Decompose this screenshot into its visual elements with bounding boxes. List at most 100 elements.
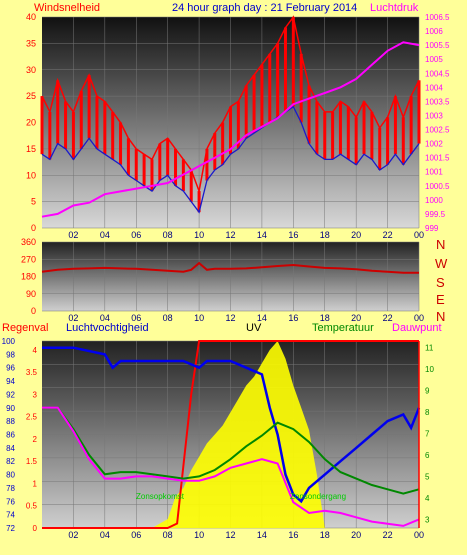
wind-y-tick-label: 15	[26, 144, 36, 154]
x-tick-label: 10	[194, 313, 204, 323]
pressure-y-tick-label: 999.5	[425, 210, 446, 219]
panel3-series	[42, 340, 421, 529]
dewpoint-line	[42, 406, 420, 527]
rain-y-tick-label: 3.5	[26, 368, 38, 377]
x-tick-label: 12	[225, 313, 235, 323]
rain-y-tick-label: 2.5	[26, 413, 38, 422]
x-tick-label: 06	[131, 230, 141, 240]
direction-y-tick-label: 0	[31, 306, 36, 316]
pressure-y-tick-label: 1004	[425, 83, 443, 92]
pressure-y-tick-label: 1001.5	[425, 154, 450, 163]
x-tick-label: 14	[257, 230, 267, 240]
wind-y-tick-label: 40	[26, 12, 36, 22]
direction-y-tick-label: 180	[21, 272, 36, 282]
temperature-y-tick-label: 7	[425, 429, 430, 438]
humidity-y-tick-label: 88	[6, 417, 15, 426]
humidity-y-tick-label: 86	[6, 431, 15, 440]
rain-title: Regenval	[2, 322, 48, 334]
wind-pressure-panel: 02 04 06 08 10 12 14 16 18 20 22 000510152025303540…	[26, 12, 450, 240]
panel2-series	[41, 261, 419, 274]
temperature-y-tick-label: 5	[425, 472, 430, 481]
wind-y-tick-label: 10	[26, 170, 36, 180]
x-tick-label: 20	[351, 530, 361, 540]
wind-y-tick-label: 30	[26, 65, 36, 75]
dewpoint-title: Dauwpunt	[392, 322, 442, 334]
x-tick-label: 10	[194, 530, 204, 540]
direction-y-tick-label: 270	[21, 254, 36, 264]
humidity-y-tick-label: 76	[6, 497, 15, 506]
pressure-y-tick-label: 1000.5	[425, 182, 450, 191]
gust-line	[41, 15, 420, 194]
direction-line	[41, 261, 419, 274]
direction-y-tick-label: 360	[21, 237, 36, 247]
x-tick-label: 08	[163, 230, 173, 240]
pressure-y-tick-label: 999	[425, 224, 439, 233]
humidity-y-tick-label: 98	[6, 350, 15, 359]
humidity-y-tick-label: 96	[6, 364, 15, 373]
humidity-y-tick-label: 82	[6, 457, 15, 466]
wind-y-tick-label: 25	[26, 91, 36, 101]
humidity-y-tick-label: 100	[2, 337, 16, 346]
x-tick-label: 04	[100, 530, 110, 540]
x-tick-label: 00	[414, 230, 424, 240]
temperature-line	[42, 406, 420, 495]
x-tick-label: 10	[194, 230, 204, 240]
temperature-y-tick-label: 3	[425, 515, 430, 524]
pressure-y-tick-label: 1006.5	[425, 13, 450, 22]
panel3-ticks: 02 04 06 08 10 12 14 16 18 20 22 0000.511.522.533.5…	[2, 337, 435, 540]
x-tick-label: 02	[68, 313, 78, 323]
temperature-y-tick-label: 10	[425, 365, 434, 374]
x-tick-label: 22	[383, 313, 393, 323]
pressure-y-tick-label: 1000	[425, 196, 443, 205]
uv-area	[42, 341, 419, 528]
temperature-y-tick-label: 11	[425, 343, 434, 352]
compass-s: S	[436, 275, 445, 290]
panel1-ticks: 02 04 06 08 10 12 14 16 18 20 22 000510152025303540…	[26, 12, 450, 240]
rain-line	[42, 340, 419, 529]
temperature-y-tick-label: 9	[425, 386, 430, 395]
rain-y-tick-label: 1.5	[26, 457, 38, 466]
temperature-y-tick-label: 4	[425, 494, 430, 503]
humidity-y-tick-label: 92	[6, 390, 15, 399]
x-tick-label: 08	[163, 530, 173, 540]
direction-y-tick-label: 90	[26, 289, 36, 299]
x-tick-label: 20	[351, 313, 361, 323]
pressure-line	[41, 41, 420, 218]
rain-y-tick-label: 1	[33, 479, 38, 488]
compass-w: W	[435, 256, 448, 271]
humidity-y-tick-label: 80	[6, 471, 15, 480]
pressure-y-tick-label: 1002.5	[425, 126, 450, 135]
pressure-title: Luchtdruk	[370, 2, 419, 14]
pressure-y-tick-label: 1003	[425, 111, 443, 120]
wind-y-tick-label: 20	[26, 118, 36, 128]
pressure-y-tick-label: 1001	[425, 168, 443, 177]
wind-y-tick-label: 0	[31, 223, 36, 233]
rain-y-tick-label: 4	[33, 346, 38, 355]
wind-y-tick-label: 5	[31, 197, 36, 207]
x-tick-label: 12	[225, 530, 235, 540]
x-tick-label: 20	[351, 230, 361, 240]
rain-y-tick-label: 0	[33, 524, 38, 533]
wind-y-tick-label: 35	[26, 38, 36, 48]
x-tick-label: 02	[68, 230, 78, 240]
sunset-label: Zonsondergang	[290, 492, 346, 501]
humidity-y-tick-label: 94	[6, 377, 15, 386]
x-tick-label: 00	[414, 530, 424, 540]
rain-y-tick-label: 2	[33, 435, 38, 444]
x-tick-label: 18	[320, 230, 330, 240]
humidity-y-tick-label: 74	[6, 511, 15, 520]
x-tick-label: 16	[288, 230, 298, 240]
x-tick-label: 18	[320, 313, 330, 323]
temperature-y-tick-label: 8	[425, 408, 430, 417]
rain-y-tick-label: 3	[33, 390, 38, 399]
rain-y-tick-label: 0.5	[26, 502, 38, 511]
humidity-y-tick-label: 72	[6, 524, 15, 533]
x-tick-label: 22	[383, 230, 393, 240]
humidity-uv-temperature-panel: 02 04 06 08 10 12 14 16 18 20 22 0000.511.522.533.5…	[2, 337, 435, 540]
pressure-y-tick-label: 1005	[425, 55, 443, 64]
humidity-y-tick-label: 84	[6, 444, 15, 453]
wind-speed-line	[41, 105, 420, 214]
